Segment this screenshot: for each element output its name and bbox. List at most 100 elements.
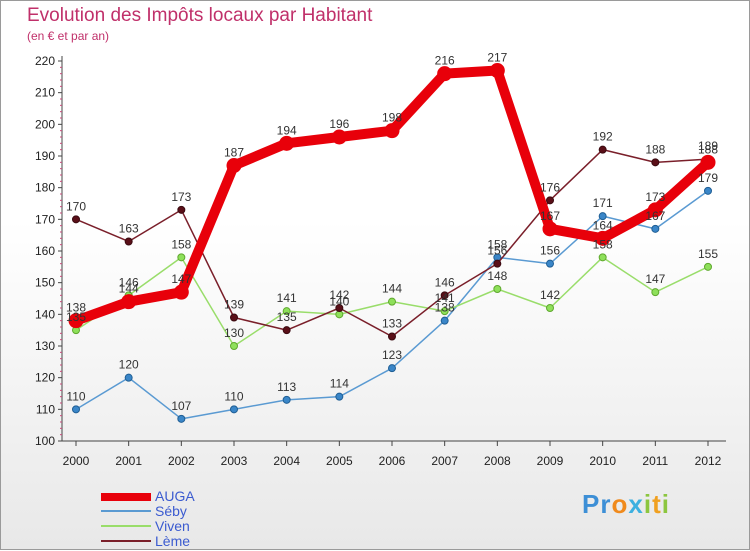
y-tick-label: 140 [35, 307, 55, 321]
data-label-leme: 142 [329, 288, 349, 302]
data-label-auga: 147 [171, 272, 191, 286]
data-point-seby [177, 414, 186, 423]
data-label-viven: 146 [119, 275, 139, 289]
data-point-viven [704, 262, 712, 271]
y-tick-label: 170 [35, 212, 55, 226]
y-tick-label: 220 [35, 54, 55, 68]
data-label-viven: 148 [487, 269, 507, 283]
y-tick-label: 130 [35, 339, 55, 353]
data-label-leme: 189 [698, 139, 718, 153]
legend-swatch-viven [101, 525, 151, 527]
data-label-viven: 158 [593, 237, 613, 251]
data-point-viven [230, 342, 238, 350]
data-label-auga: 187 [224, 146, 244, 160]
data-label-seby: 179 [698, 171, 718, 185]
data-label-seby: 113 [277, 380, 296, 394]
legend-label-auga: AUGA [155, 488, 195, 504]
data-label-seby: 110 [66, 389, 85, 403]
data-label-auga: 194 [277, 123, 297, 137]
data-point-leme [335, 304, 344, 312]
data-point-seby [704, 186, 712, 195]
data-point-seby [651, 224, 660, 233]
data-label-auga: 144 [119, 282, 139, 296]
data-point-seby [598, 212, 607, 221]
data-point-auga [384, 123, 400, 139]
x-tick-label: 2004 [273, 454, 300, 468]
data-point-viven [440, 307, 449, 316]
proxiti-logo: Proxiti [582, 489, 670, 519]
y-tick-label: 180 [35, 181, 55, 195]
y-tick-label: 110 [36, 402, 55, 416]
data-point-seby [72, 405, 80, 414]
data-label-leme: 139 [224, 298, 244, 312]
x-tick-label: 2009 [537, 454, 564, 468]
data-point-seby [546, 259, 554, 268]
x-tick-label: 2008 [484, 454, 511, 468]
data-label-auga: 138 [66, 301, 86, 315]
data-point-auga [121, 294, 137, 310]
x-tick-label: 2007 [431, 454, 458, 468]
data-point-leme [72, 215, 80, 224]
legend-label-viven: Viven [155, 518, 190, 534]
y-tick-label: 100 [35, 434, 55, 448]
data-point-auga [489, 63, 505, 78]
data-label-seby: 156 [540, 244, 560, 258]
data-point-leme [124, 237, 133, 246]
data-label-viven: 135 [66, 310, 86, 324]
data-point-auga [647, 202, 663, 218]
legend-label-leme: Lème [155, 533, 191, 549]
data-label-leme: 173 [171, 190, 191, 204]
data-label-seby: 167 [645, 209, 665, 223]
y-tick-label: 190 [35, 149, 55, 163]
x-tick-label: 2011 [642, 454, 668, 468]
data-label-seby: 138 [435, 301, 455, 315]
chart-subtitle: (en € et par an) [27, 29, 110, 43]
legend-swatch-seby [101, 510, 151, 512]
data-point-viven [598, 253, 607, 262]
data-label-leme: 135 [277, 310, 297, 324]
data-point-leme [546, 196, 554, 205]
data-point-leme [388, 332, 396, 341]
data-point-auga [437, 66, 453, 82]
data-label-leme: 188 [645, 142, 665, 156]
y-tick-label: 150 [35, 276, 55, 290]
data-label-auga: 167 [540, 209, 560, 223]
data-point-leme [177, 205, 186, 214]
legend-swatch-auga [101, 493, 151, 501]
data-point-leme [440, 291, 449, 300]
data-label-seby: 171 [593, 196, 613, 210]
data-label-seby: 114 [330, 377, 349, 391]
y-tick-label: 160 [35, 244, 55, 258]
data-point-leme [493, 259, 502, 268]
data-label-viven: 155 [698, 247, 718, 261]
data-point-auga [331, 129, 347, 145]
data-label-leme: 176 [540, 180, 560, 194]
data-point-viven [388, 297, 396, 306]
data-label-viven: 141 [277, 291, 297, 305]
data-point-leme [230, 313, 238, 322]
chart-title: Evolution des Impôts locaux par Habitant [27, 5, 373, 26]
data-label-auga: 196 [329, 117, 349, 131]
data-point-auga [173, 284, 189, 300]
data-label-auga: 198 [382, 111, 402, 125]
data-point-viven [282, 307, 291, 316]
x-tick-label: 2003 [221, 454, 248, 468]
data-label-auga: 188 [698, 142, 718, 156]
y-tick-label: 200 [35, 117, 55, 131]
data-point-seby [440, 316, 449, 325]
data-point-viven [651, 288, 660, 297]
data-label-auga: 217 [487, 51, 507, 65]
data-point-leme [651, 158, 660, 167]
data-label-leme: 133 [382, 317, 402, 331]
x-tick-label: 2012 [695, 454, 722, 468]
x-tick-label: 2001 [115, 454, 142, 468]
data-label-viven: 140 [329, 294, 349, 308]
data-label-auga: 164 [593, 218, 613, 232]
data-point-auga [542, 221, 558, 237]
data-point-auga [595, 230, 611, 246]
y-tick-label: 210 [35, 86, 55, 100]
data-label-leme: 146 [435, 275, 455, 289]
data-point-viven [493, 285, 502, 293]
